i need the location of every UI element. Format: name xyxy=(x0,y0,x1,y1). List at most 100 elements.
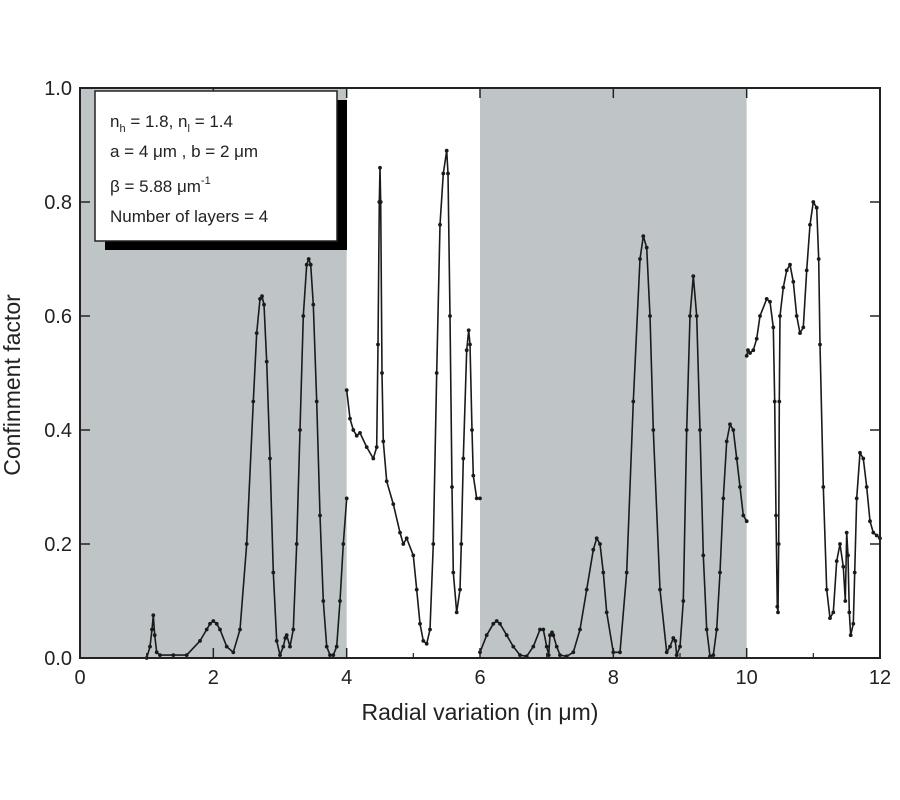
data-point xyxy=(444,148,449,153)
data-point xyxy=(724,439,729,444)
data-point xyxy=(776,610,780,615)
data-point xyxy=(284,633,289,638)
x-tick-label: 8 xyxy=(608,667,619,689)
data-point xyxy=(594,536,599,541)
data-point xyxy=(538,627,542,632)
annotation-sub-h: h xyxy=(119,123,125,135)
data-point xyxy=(441,171,446,176)
data-point xyxy=(751,348,756,353)
data-point xyxy=(401,542,406,546)
data-point xyxy=(834,559,839,563)
data-point xyxy=(321,599,326,603)
data-point xyxy=(821,485,826,489)
data-point xyxy=(348,416,352,421)
data-point xyxy=(374,445,379,449)
data-point xyxy=(684,428,689,432)
data-point xyxy=(778,314,782,318)
data-point xyxy=(283,636,288,640)
data-point xyxy=(844,530,849,535)
data-point xyxy=(294,542,299,546)
y-tick-label: 1.0 xyxy=(44,78,72,100)
data-point xyxy=(464,348,469,353)
data-point xyxy=(531,644,536,649)
data-point xyxy=(358,431,362,435)
data-point xyxy=(218,627,222,632)
data-point xyxy=(459,542,464,546)
x-tick-label: 4 xyxy=(341,667,352,689)
data-point xyxy=(454,610,459,615)
data-point xyxy=(380,371,384,375)
x-tick-label: 12 xyxy=(869,667,891,689)
data-point xyxy=(458,587,462,592)
data-point xyxy=(624,570,629,575)
data-point xyxy=(648,314,652,318)
data-point xyxy=(744,354,749,358)
data-point xyxy=(331,653,336,657)
annotation-line-1: nh = 1.8, nl = 1.4 xyxy=(110,112,233,135)
data-point xyxy=(784,268,789,273)
data-point xyxy=(414,587,419,592)
data-point xyxy=(544,644,549,649)
data-point xyxy=(548,633,552,638)
data-point xyxy=(148,644,152,649)
data-point xyxy=(398,530,402,535)
data-point xyxy=(631,399,636,404)
tick-labels: 0 2 4 6 8 10 12 0.0 0.2 0.4 0.6 0.8 1.0 xyxy=(44,78,891,689)
data-point xyxy=(818,342,822,347)
data-point xyxy=(776,542,781,546)
annotation-n: n xyxy=(110,112,119,131)
data-point xyxy=(431,542,436,546)
data-point xyxy=(794,314,799,318)
data-point xyxy=(271,570,276,575)
annotation-line-4: Number of layers = 4 xyxy=(110,207,268,226)
data-point xyxy=(824,587,829,592)
data-point xyxy=(744,519,749,524)
data-point xyxy=(434,371,439,375)
data-point xyxy=(152,633,157,638)
data-point xyxy=(604,610,609,615)
data-point xyxy=(668,644,672,649)
data-point xyxy=(468,342,472,347)
data-point xyxy=(781,285,786,290)
data-point xyxy=(843,599,848,603)
data-point xyxy=(847,610,852,615)
data-point xyxy=(571,650,576,655)
data-point xyxy=(511,644,516,649)
data-point xyxy=(673,639,678,643)
annotation-line-2: a = 4 μm , b = 2 μm xyxy=(110,142,258,161)
data-point xyxy=(651,428,656,432)
x-tick-label: 0 xyxy=(74,667,85,689)
data-point xyxy=(601,570,606,575)
data-point xyxy=(554,644,559,649)
data-point xyxy=(738,485,742,489)
data-point xyxy=(311,302,316,307)
data-point xyxy=(578,627,582,632)
data-point xyxy=(841,564,846,569)
data-point xyxy=(854,496,859,501)
data-point xyxy=(771,325,776,330)
data-point xyxy=(376,342,380,347)
data-point xyxy=(260,294,264,298)
data-point xyxy=(801,325,806,330)
data-point xyxy=(254,331,259,335)
data-point xyxy=(158,653,162,657)
data-point xyxy=(871,530,876,535)
data-point xyxy=(874,533,879,538)
data-point xyxy=(474,496,479,501)
data-point xyxy=(671,636,676,640)
data-point xyxy=(251,399,256,404)
data-point xyxy=(714,627,719,632)
data-point xyxy=(461,456,466,461)
annotation-sub-l: l xyxy=(188,123,190,135)
data-point xyxy=(838,542,842,546)
data-point xyxy=(404,536,409,541)
data-point xyxy=(864,485,869,489)
data-point xyxy=(861,456,866,461)
data-point xyxy=(334,644,339,649)
data-point xyxy=(198,639,202,643)
data-point xyxy=(718,570,722,575)
annotation-line-3: β = 5.88 μm-1 xyxy=(110,175,211,196)
data-point xyxy=(774,513,778,518)
data-point xyxy=(811,200,816,204)
data-point xyxy=(428,627,432,632)
